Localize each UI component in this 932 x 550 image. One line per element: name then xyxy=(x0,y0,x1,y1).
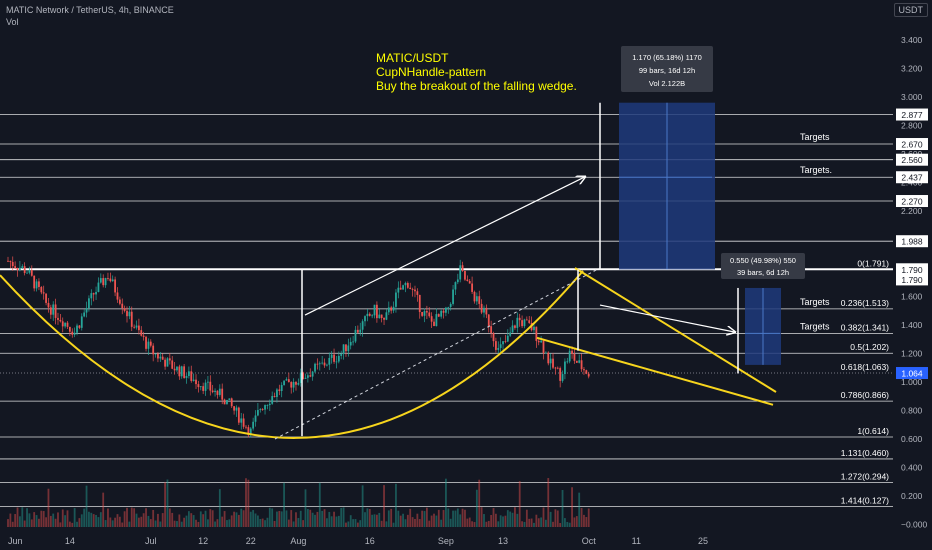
price-axis-box xyxy=(896,108,928,121)
x-tick-label: 16 xyxy=(365,536,375,546)
fib-level-label: 0.5(1.202) xyxy=(850,342,889,352)
x-tick-label: Oct xyxy=(582,536,597,546)
target-label: Targets xyxy=(800,321,830,331)
y-tick-label: 1.400 xyxy=(901,320,923,330)
wedge-lower-line xyxy=(536,336,774,406)
fib-level-label: 1.414(0.127) xyxy=(841,495,889,505)
price-axis-box-label: 2.877 xyxy=(901,110,923,120)
measure-box-2-text: 39 bars, 6d 12h xyxy=(737,268,789,277)
price-axis-box xyxy=(896,195,928,208)
measure-box-1-text: 99 bars, 16d 12h xyxy=(639,66,695,75)
y-tick-label: −0.000 xyxy=(901,520,928,530)
x-tick-label: 13 xyxy=(498,536,508,546)
wedge-upper-line xyxy=(574,267,777,393)
volume-label: Vol xyxy=(6,17,19,27)
last-price-box xyxy=(896,367,928,380)
annotation-text: Buy the breakout of the falling wedge. xyxy=(376,79,577,93)
x-tick-label: Jun xyxy=(8,536,23,546)
measure-box-1-text: Vol 2.122B xyxy=(649,79,685,88)
measure-box-1 xyxy=(621,46,713,92)
y-tick-label: 2.800 xyxy=(901,121,923,131)
x-tick-label: Jul xyxy=(145,536,157,546)
y-tick-label: 1.200 xyxy=(901,349,923,359)
fib-level-label: 0.618(1.063) xyxy=(841,362,889,372)
price-axis-box xyxy=(896,273,928,286)
price-axis-box-label: 1.790 xyxy=(901,265,923,275)
y-tick-label: 0.200 xyxy=(901,491,923,501)
x-tick-label: 11 xyxy=(632,536,641,546)
fib-level-label: 1(0.614) xyxy=(857,426,889,436)
y-tick-label: 0.800 xyxy=(901,406,923,416)
price-axis-box xyxy=(896,263,928,276)
price-axis-box xyxy=(896,153,928,166)
y-tick-label: 3.400 xyxy=(901,35,923,45)
measure-box-1-text: 1.170 (65.18%) 1170 xyxy=(632,53,702,62)
measure-box-2-text: 0.550 (49.98%) 550 xyxy=(730,256,796,265)
price-axis-box-label: 2.670 xyxy=(901,140,923,150)
projection-arrow-2 xyxy=(599,304,735,332)
annotation-text: CupNHandle-pattern xyxy=(376,65,486,79)
symbol-title[interactable]: MATIC Network / TetherUS, 4h, BINANCE xyxy=(6,5,174,15)
annotation-text: MATIC/USDT xyxy=(376,51,449,65)
x-tick-label: Sep xyxy=(438,536,454,546)
price-axis-box xyxy=(896,235,928,248)
x-tick-label: 22 xyxy=(246,536,256,546)
candles xyxy=(7,256,590,438)
price-axis-box-label: 1.988 xyxy=(901,237,923,247)
y-tick-label: 0.600 xyxy=(901,434,923,444)
y-tick-label: 0.400 xyxy=(901,463,923,473)
target-label: Targets. xyxy=(800,165,832,175)
target-label: Targets xyxy=(800,297,830,307)
target-label: Targets xyxy=(800,132,830,142)
cup-curve xyxy=(0,270,584,439)
price-axis-box-label: 1.790 xyxy=(901,275,923,285)
projection-arrow-1 xyxy=(304,177,585,316)
last-price-label: 1.064 xyxy=(901,369,923,379)
fib-level-label: 0.236(1.513) xyxy=(841,298,889,308)
y-tick-label: 1.000 xyxy=(901,377,923,387)
volume-bars xyxy=(7,478,590,527)
x-tick-label: 25 xyxy=(698,536,708,546)
y-tick-label: 3.200 xyxy=(901,64,923,74)
y-tick-label: 1.600 xyxy=(901,292,923,302)
x-tick-label: 12 xyxy=(198,536,208,546)
y-tick-label: 2.200 xyxy=(901,206,923,216)
fib-level-label: 0.382(1.341) xyxy=(841,322,889,332)
measure-box-2 xyxy=(721,253,805,279)
fib-level-label: 0.786(0.866) xyxy=(841,390,889,400)
price-axis-box xyxy=(896,138,928,151)
y-tick-label: 3.000 xyxy=(901,92,923,102)
price-axis-box xyxy=(896,171,928,184)
x-tick-label: Aug xyxy=(290,536,306,546)
price-axis-box-label: 2.560 xyxy=(901,155,923,165)
price-axis-box-label: 2.270 xyxy=(901,197,923,207)
dashed-trendline xyxy=(274,267,601,440)
chart-header: MATIC Network / TetherUS, 4h, BINANCE Vo… xyxy=(6,4,174,28)
fib-level-label: 1.131(0.460) xyxy=(841,448,889,458)
x-tick-label: 14 xyxy=(65,536,75,546)
price-axis-box-label: 2.437 xyxy=(901,173,923,183)
currency-badge[interactable]: USDT xyxy=(893,3,928,17)
fib-level-label: 1.272(0.294) xyxy=(841,472,889,482)
fib-level-label: 0(1.791) xyxy=(857,258,889,268)
